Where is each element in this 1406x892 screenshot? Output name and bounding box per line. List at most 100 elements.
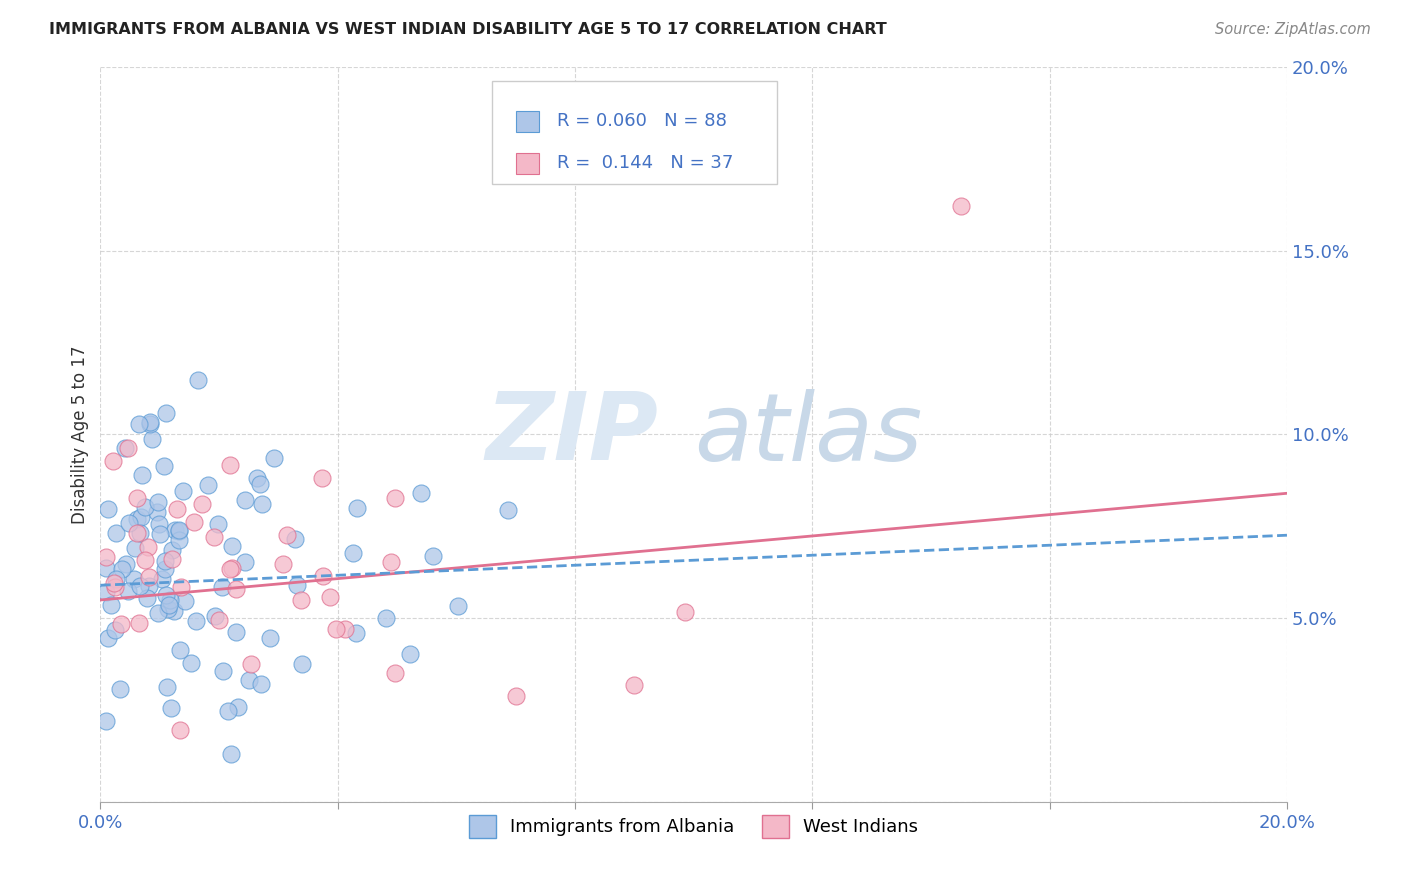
Point xyxy=(673,605,696,619)
Point xyxy=(155,406,177,420)
Point xyxy=(153,554,176,568)
Point xyxy=(141,433,163,447)
Point xyxy=(139,417,162,432)
Point xyxy=(221,561,243,575)
Point xyxy=(169,523,191,537)
Point xyxy=(101,454,124,468)
Point xyxy=(155,588,177,602)
Point xyxy=(159,593,181,607)
Point xyxy=(169,723,191,738)
Point xyxy=(312,569,335,583)
Point xyxy=(384,666,406,681)
Point xyxy=(170,580,193,594)
Point xyxy=(208,613,231,627)
Point xyxy=(96,549,118,564)
Point xyxy=(246,471,269,485)
Point xyxy=(375,610,398,624)
Point xyxy=(240,657,263,672)
Point xyxy=(225,624,247,639)
Text: atlas: atlas xyxy=(693,389,922,480)
Point xyxy=(160,552,183,566)
Point xyxy=(217,705,239,719)
Point xyxy=(146,495,169,509)
Point xyxy=(150,572,173,586)
Point xyxy=(128,616,150,631)
Point xyxy=(129,510,152,524)
Point xyxy=(399,647,422,661)
Point xyxy=(139,415,162,429)
Point xyxy=(186,614,208,628)
Point xyxy=(153,562,176,576)
Text: R =  0.144   N = 37: R = 0.144 N = 37 xyxy=(557,154,733,172)
Point xyxy=(290,592,312,607)
Text: IMMIGRANTS FROM ALBANIA VS WEST INDIAN DISABILITY AGE 5 TO 17 CORRELATION CHART: IMMIGRANTS FROM ALBANIA VS WEST INDIAN D… xyxy=(49,22,887,37)
Point xyxy=(104,623,127,637)
Point xyxy=(291,657,314,671)
Point xyxy=(259,632,281,646)
Point xyxy=(131,467,153,482)
Point xyxy=(97,502,120,516)
Point xyxy=(318,591,340,605)
Point xyxy=(105,572,128,586)
Legend: Immigrants from Albania, West Indians: Immigrants from Albania, West Indians xyxy=(461,808,925,845)
Point xyxy=(117,441,139,455)
Point xyxy=(103,575,125,590)
Point xyxy=(180,656,202,670)
Point xyxy=(447,599,470,614)
Point xyxy=(108,682,131,697)
Point xyxy=(110,562,132,576)
Point xyxy=(380,555,402,569)
Point xyxy=(197,478,219,492)
Point xyxy=(496,503,519,517)
Point xyxy=(212,665,235,679)
Point xyxy=(273,557,295,571)
Point xyxy=(148,516,170,531)
Point xyxy=(225,582,247,597)
Point xyxy=(505,689,527,703)
Point xyxy=(125,525,148,540)
Point xyxy=(114,441,136,455)
Text: ZIP: ZIP xyxy=(485,388,658,481)
Point xyxy=(163,523,186,537)
Point xyxy=(187,373,209,387)
Point xyxy=(169,524,191,539)
Text: R = 0.060   N = 88: R = 0.060 N = 88 xyxy=(557,112,727,130)
Point xyxy=(238,673,260,687)
Point xyxy=(219,747,242,762)
Point xyxy=(218,458,240,472)
Point xyxy=(135,591,157,605)
Point xyxy=(325,622,347,636)
Point xyxy=(202,530,225,544)
Point xyxy=(233,555,256,569)
Point xyxy=(122,572,145,586)
Point xyxy=(226,700,249,714)
Point xyxy=(149,527,172,541)
Point xyxy=(117,583,139,598)
Point xyxy=(96,560,118,574)
Point xyxy=(422,549,444,563)
Point xyxy=(96,585,118,599)
Point xyxy=(153,458,176,473)
Point xyxy=(134,553,156,567)
Point xyxy=(156,602,179,616)
Point xyxy=(172,483,194,498)
Point xyxy=(276,528,298,542)
Point xyxy=(115,557,138,571)
Point xyxy=(409,486,432,500)
Point xyxy=(128,417,150,432)
Point xyxy=(346,626,368,640)
Point xyxy=(335,623,357,637)
Point xyxy=(249,476,271,491)
Point xyxy=(166,502,188,516)
Point xyxy=(263,451,285,466)
Point xyxy=(125,512,148,526)
Point xyxy=(346,501,368,516)
Point xyxy=(219,562,242,576)
Point xyxy=(156,681,179,695)
Point xyxy=(384,491,406,506)
Point xyxy=(128,579,150,593)
Point xyxy=(157,598,180,612)
Point xyxy=(163,604,186,618)
Point xyxy=(96,714,118,728)
Point xyxy=(104,525,127,540)
